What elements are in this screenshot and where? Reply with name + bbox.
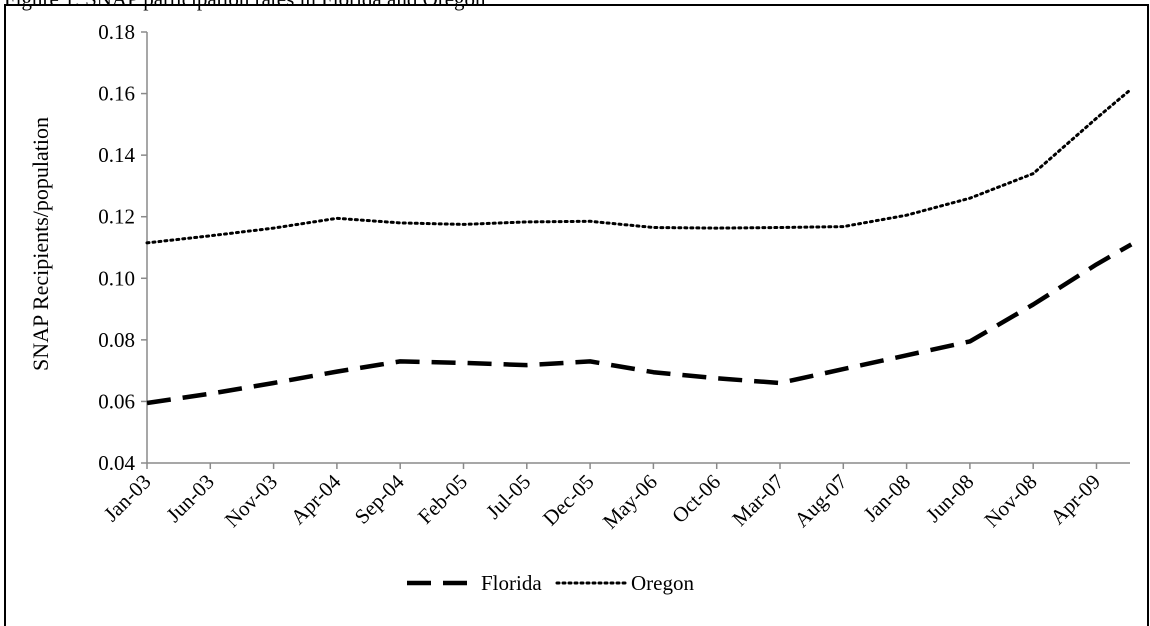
x-tick-label: Apr-04 [286, 469, 346, 529]
x-tick-label: Nov-03 [220, 470, 282, 532]
y-tick-label: 0.08 [98, 328, 135, 352]
y-tick-label: 0.14 [98, 143, 135, 167]
x-tick-label: Jul-05 [481, 470, 535, 524]
y-tick-label: 0.12 [98, 205, 135, 229]
legend-label-florida: Florida [481, 571, 542, 595]
y-axis-label: SNAP Recipients/population [28, 117, 53, 371]
x-tick-label: Jun-08 [921, 470, 978, 527]
x-tick-label: Mar-07 [727, 470, 788, 531]
x-tick-label: Jan-03 [99, 470, 156, 527]
x-tick-label: Apr-09 [1045, 470, 1105, 530]
y-tick-label: 0.04 [98, 451, 135, 475]
y-tick-label: 0.18 [98, 20, 135, 44]
x-tick-label: May-06 [598, 470, 662, 534]
series-line-florida [146, 242, 1133, 406]
x-tick-label: Sep-04 [350, 469, 409, 528]
y-tick-label: 0.16 [98, 82, 135, 106]
series-group [145, 87, 1133, 406]
x-tick-label: Dec-05 [538, 470, 599, 531]
series-line-oregon [145, 87, 1133, 245]
y-axis-ticks: 0.04 0.06 0.08 0.10 0.12 0.14 0.16 0.18 [98, 20, 147, 475]
legend-label-oregon: Oregon [631, 571, 694, 595]
x-axis-ticks: Jan-03 Jun-03 Nov-03 Apr-04 Sep-04 Feb-05 Jul-… [99, 463, 1105, 534]
x-tick-label: Oct-06 [667, 470, 725, 528]
chart-frame [4, 4, 1149, 626]
x-tick-label: Aug-07 [789, 470, 851, 532]
x-tick-label: Nov-08 [979, 470, 1041, 532]
x-tick-label: Jan-08 [859, 470, 916, 527]
x-tick-label: Jun-03 [161, 470, 218, 527]
y-tick-label: 0.06 [98, 389, 135, 413]
legend: Florida Oregon [407, 571, 694, 595]
y-tick-label: 0.10 [98, 266, 135, 290]
x-tick-label: Feb-05 [413, 470, 472, 529]
